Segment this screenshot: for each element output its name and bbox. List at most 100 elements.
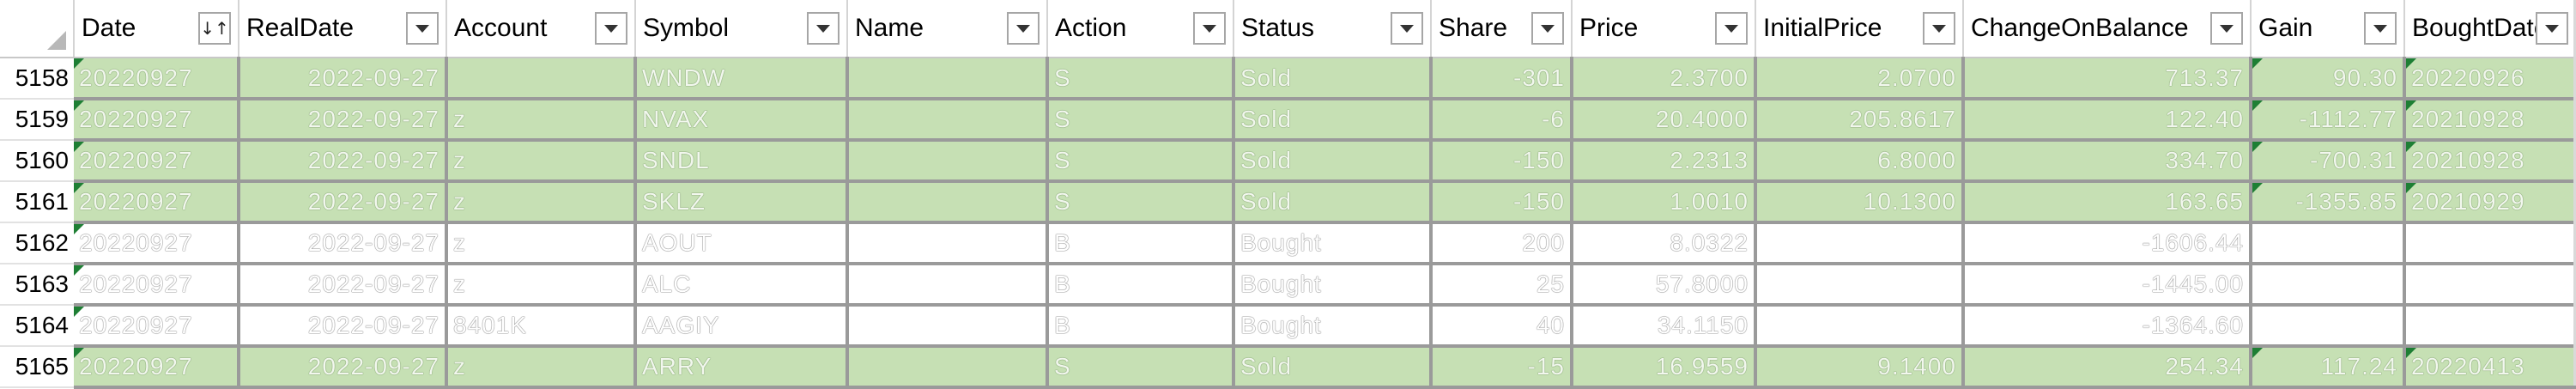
row-number[interactable]: 5162 [0,222,74,264]
cell-status[interactable]: Bought [1233,264,1433,307]
cell-initialprice[interactable]: 9.1400 [1755,346,1965,389]
cell-action[interactable]: S [1047,181,1235,224]
column-header-initialprice[interactable]: InitialPrice [1755,0,1964,58]
cell-account[interactable]: z [446,346,637,389]
cell-share[interactable]: 25 [1431,264,1573,307]
cell-price[interactable]: 16.9559 [1572,346,1757,389]
cell-status[interactable]: Bought [1233,305,1433,348]
column-header-share[interactable]: Share [1431,0,1573,58]
sort-filter-button-date[interactable]: ↓↑ [198,12,231,45]
table-row[interactable]: 5162 20220927 2022-09-27 z AOUT B Bought 200 8.0… [0,222,2576,265]
select-all-corner[interactable] [0,0,75,58]
cell-account[interactable]: z [446,140,637,183]
column-header-changeonbalance[interactable]: ChangeOnBalance [1963,0,2252,58]
cell-initialprice[interactable] [1755,222,1965,265]
cell-name[interactable] [847,346,1049,389]
cell-realdate[interactable]: 2022-09-27 [239,305,448,348]
cell-account[interactable]: 8401K [446,305,637,348]
cell-initialprice[interactable]: 10.1300 [1755,181,1965,224]
cell-share[interactable]: -301 [1431,58,1573,100]
filter-button-changeonbalance[interactable] [2210,12,2243,45]
column-header-boughtdate[interactable]: BoughtDate [2404,0,2576,58]
filter-button-name[interactable] [1007,12,1039,45]
cell-action[interactable]: S [1047,58,1235,100]
cell-changeonbalance[interactable]: 122.40 [1963,99,2252,142]
filter-button-share[interactable] [1531,12,1564,45]
table-row[interactable]: 5158 20220927 2022-09-27 WNDW S Sold -301 2.370… [0,58,2576,100]
column-header-status[interactable]: Status [1233,0,1432,58]
cell-changeonbalance[interactable]: 713.37 [1963,58,2252,100]
cell-boughtdate[interactable]: 20210928 [2404,99,2576,142]
cell-boughtdate[interactable]: 20220926 [2404,58,2576,100]
cell-date[interactable]: 20220927 [74,58,240,100]
cell-date[interactable]: 20220927 [74,181,240,224]
cell-share[interactable]: -6 [1431,99,1573,142]
cell-gain[interactable]: -1112.77 [2251,99,2406,142]
filter-button-price[interactable] [1715,12,1748,45]
cell-share[interactable]: 40 [1431,305,1573,348]
cell-realdate[interactable]: 2022-09-27 [239,264,448,307]
cell-realdate[interactable]: 2022-09-27 [239,99,448,142]
cell-symbol[interactable]: SKLZ [635,181,849,224]
column-header-gain[interactable]: Gain [2251,0,2405,58]
column-header-date[interactable]: Date ↓↑ [74,0,239,58]
row-number[interactable]: 5164 [0,305,74,347]
cell-date[interactable]: 20220927 [74,99,240,142]
cell-changeonbalance[interactable]: 334.70 [1963,140,2252,183]
column-header-account[interactable]: Account [446,0,636,58]
cell-symbol[interactable]: AAGIY [635,305,849,348]
cell-price[interactable]: 2.2313 [1572,140,1757,183]
cell-gain[interactable] [2251,222,2406,265]
column-header-symbol[interactable]: Symbol [635,0,848,58]
cell-name[interactable] [847,305,1049,348]
cell-name[interactable] [847,181,1049,224]
cell-date[interactable]: 20220927 [74,140,240,183]
table-row[interactable]: 5163 20220927 2022-09-27 z ALC B Bought 25 57.80… [0,264,2576,307]
cell-name[interactable] [847,99,1049,142]
cell-date[interactable]: 20220927 [74,264,240,307]
cell-initialprice[interactable]: 205.8617 [1755,99,1965,142]
cell-gain[interactable]: 90.30 [2251,58,2406,100]
filter-button-account[interactable] [595,12,627,45]
cell-gain[interactable]: -700.31 [2251,140,2406,183]
cell-changeonbalance[interactable]: -1606.44 [1963,222,2252,265]
cell-boughtdate[interactable]: 20220413 [2404,346,2576,389]
table-row[interactable]: 5161 20220927 2022-09-27 z SKLZ S Sold -150 1.00… [0,181,2576,224]
cell-gain[interactable]: -1355.85 [2251,181,2406,224]
cell-price[interactable]: 34.1150 [1572,305,1757,348]
row-number[interactable]: 5160 [0,140,74,182]
cell-realdate[interactable]: 2022-09-27 [239,181,448,224]
cell-action[interactable]: B [1047,305,1235,348]
row-number[interactable]: 5163 [0,264,74,306]
cell-initialprice[interactable] [1755,305,1965,348]
cell-status[interactable]: Bought [1233,222,1433,265]
cell-initialprice[interactable]: 2.0700 [1755,58,1965,100]
filter-button-initialprice[interactable] [1923,12,1955,45]
cell-changeonbalance[interactable]: 254.34 [1963,346,2252,389]
cell-initialprice[interactable]: 6.8000 [1755,140,1965,183]
filter-button-boughtdate[interactable] [2536,12,2568,45]
cell-name[interactable] [847,140,1049,183]
cell-price[interactable]: 20.4000 [1572,99,1757,142]
cell-realdate[interactable]: 2022-09-27 [239,58,448,100]
cell-status[interactable]: Sold [1233,346,1433,389]
table-row[interactable]: 5160 20220927 2022-09-27 z SNDL S Sold -150 2.23… [0,140,2576,183]
cell-name[interactable] [847,264,1049,307]
cell-boughtdate[interactable] [2404,305,2576,348]
table-row[interactable]: 5164 20220927 2022-09-27 8401K AAGIY B Bought 4… [0,305,2576,348]
column-header-realdate[interactable]: RealDate [239,0,447,58]
cell-symbol[interactable]: ALC [635,264,849,307]
cell-price[interactable]: 1.0010 [1572,181,1757,224]
filter-button-symbol[interactable] [807,12,839,45]
filter-button-action[interactable] [1193,12,1226,45]
cell-status[interactable]: Sold [1233,140,1433,183]
column-header-price[interactable]: Price [1572,0,1756,58]
row-number[interactable]: 5165 [0,346,74,388]
cell-account[interactable]: z [446,181,637,224]
cell-status[interactable]: Sold [1233,99,1433,142]
cell-share[interactable]: -15 [1431,346,1573,389]
row-number[interactable]: 5158 [0,58,74,100]
cell-action[interactable]: S [1047,99,1235,142]
row-number[interactable]: 5161 [0,181,74,223]
cell-changeonbalance[interactable]: 163.65 [1963,181,2252,224]
